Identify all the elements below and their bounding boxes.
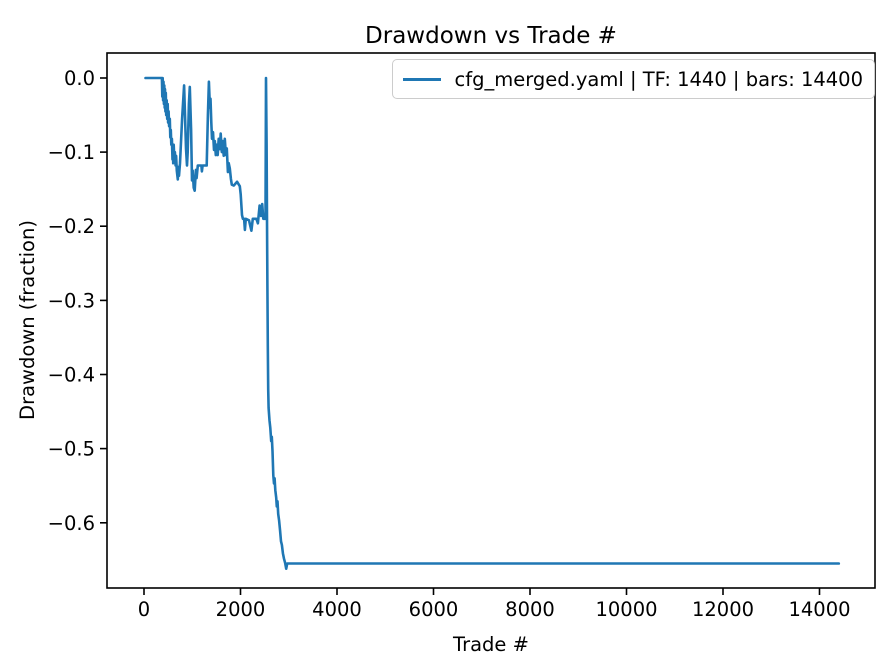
y-tick-label: −0.6 — [48, 512, 95, 535]
x-tick-label: 6000 — [409, 598, 459, 621]
y-tick-label: −0.4 — [48, 364, 95, 387]
x-tick-label: 0 — [138, 598, 150, 621]
y-axis-label: Drawdown (fraction) — [16, 220, 39, 420]
x-tick-label: 12000 — [692, 598, 754, 621]
y-tick-label: −0.2 — [48, 215, 95, 238]
y-tick-label: −0.1 — [48, 141, 95, 164]
chart-title: Drawdown vs Trade # — [365, 23, 617, 49]
x-tick-label: 2000 — [216, 598, 266, 621]
y-tick-label: −0.5 — [48, 438, 95, 461]
y-tick-label: −0.3 — [48, 289, 95, 312]
legend-label: cfg_merged.yaml | TF: 1440 | bars: 14400 — [454, 67, 863, 91]
plot-area: 0 2000 4000 6000 8000 10000 12000 14000 0.0 −0.1 −… — [48, 52, 876, 621]
legend-line-sample — [402, 77, 441, 81]
x-tick-label: 4000 — [312, 598, 362, 621]
drawdown-line — [144, 76, 841, 570]
x-tick-label: 8000 — [505, 598, 555, 621]
x-tick-label: 14000 — [788, 598, 850, 621]
x-tick-label: 10000 — [595, 598, 657, 621]
axes-frame — [106, 52, 876, 589]
y-tick-label: 0.0 — [64, 67, 95, 90]
legend: cfg_merged.yaml | TF: 1440 | bars: 14400 — [391, 59, 875, 99]
x-axis-label: Trade # — [452, 633, 529, 656]
